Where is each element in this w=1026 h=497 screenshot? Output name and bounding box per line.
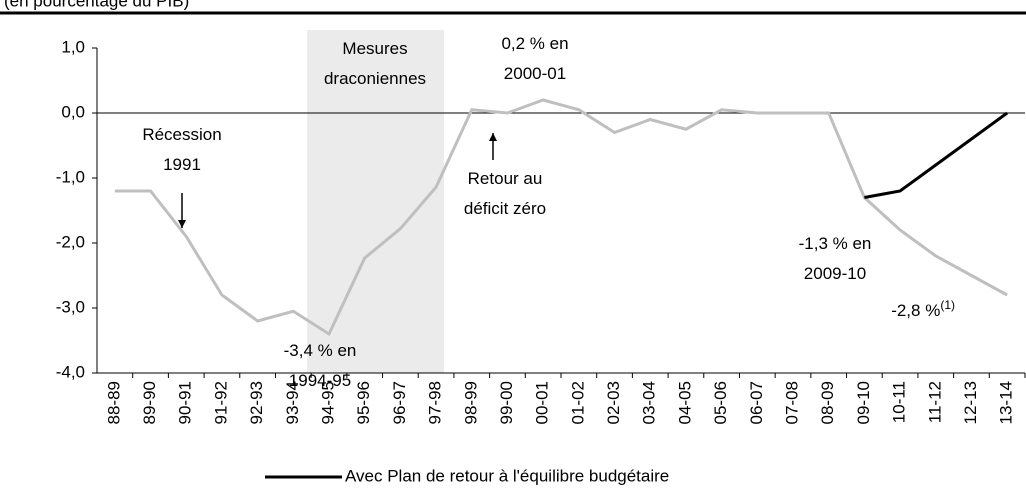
x-tick-label: 04-05 — [675, 381, 694, 424]
x-tick-label: 05-06 — [711, 381, 730, 424]
annotation: Retour au — [468, 169, 543, 188]
x-tick-label: 06-07 — [747, 381, 766, 424]
annotation: draconiennes — [324, 69, 426, 88]
annotation: -3,4 % en — [284, 341, 357, 360]
arrow-head — [489, 133, 497, 141]
x-tick-label: 03-04 — [640, 381, 659, 424]
y-tick-label: -4,0 — [56, 362, 85, 381]
annotation-text: 0,2 % en — [501, 34, 568, 53]
annotation-text: Récession — [142, 125, 221, 144]
annotation-text: 2009-10 — [804, 264, 866, 283]
x-tick-label: 12-13 — [961, 381, 980, 424]
annotation-note: (1) — [940, 298, 955, 312]
annotation: 1994-95 — [289, 371, 351, 390]
x-tick-label: 89-90 — [140, 381, 159, 424]
x-tick-label: 07-08 — [782, 381, 801, 424]
x-tick-label: 01-02 — [568, 381, 587, 424]
x-tick-label: 90-91 — [176, 381, 195, 424]
annotation-text: draconiennes — [324, 69, 426, 88]
x-tick-label: 11-12 — [925, 381, 944, 423]
chart-subtitle: (en pourcentage du PIB) — [4, 0, 189, 10]
y-tick-label: -1,0 — [56, 167, 85, 186]
annotation: -1,3 % en — [799, 234, 872, 253]
annotation: 2000-01 — [504, 64, 566, 83]
x-tick-label: 97-98 — [426, 381, 445, 424]
annotation-text: -3,4 % en — [284, 341, 357, 360]
annotation: Récession — [142, 125, 221, 144]
x-tick-label: 09-10 — [854, 381, 873, 424]
x-tick-label: 02-03 — [604, 381, 623, 424]
x-tick-label: 96-97 — [390, 381, 409, 424]
annotation-text: Retour au — [468, 169, 543, 188]
series-line — [864, 111, 1009, 199]
series-line — [114, 98, 1008, 337]
annotation: 1991 — [163, 155, 201, 174]
x-tick-label: 10-11 — [890, 381, 909, 423]
shaded-period — [307, 30, 444, 373]
x-tick-label: 99-00 — [497, 381, 516, 424]
arrow-head — [178, 220, 186, 228]
y-tick-label: -2,0 — [56, 232, 85, 251]
y-tick-label: 1,0 — [61, 37, 85, 56]
x-tick-label: 88-89 — [104, 381, 123, 424]
annotation: -2,8 %(1) — [891, 298, 955, 320]
annotation: 0,2 % en — [501, 34, 568, 53]
annotation: déficit zéro — [464, 199, 546, 218]
legend-label: Avec Plan de retour à l'équilibre budgét… — [345, 466, 669, 485]
annotation-text: -2,8 % — [891, 301, 940, 320]
x-tick-label: 13-14 — [997, 381, 1016, 424]
annotation: Mesures — [342, 39, 407, 58]
annotation-text: déficit zéro — [464, 199, 546, 218]
annotation-text: 1994-95 — [289, 371, 351, 390]
x-tick-label: 94-95 — [318, 381, 337, 424]
annotation-text: 1991 — [163, 155, 201, 174]
x-tick-label: 00-01 — [533, 381, 552, 424]
x-tick-label: 98-99 — [461, 381, 480, 424]
y-tick-label: 0,0 — [61, 102, 85, 121]
x-tick-label: 92-93 — [247, 381, 266, 424]
y-tick-label: -3,0 — [56, 297, 85, 316]
x-tick-label: 08-09 — [818, 381, 837, 424]
x-tick-label: 95-96 — [354, 381, 373, 424]
x-tick-label: 93-94 — [283, 381, 302, 424]
x-tick-label: 91-92 — [211, 381, 230, 424]
annotation-text: Mesures — [342, 39, 407, 58]
annotation: 2009-10 — [804, 264, 866, 283]
annotation-text: -1,3 % en — [799, 234, 872, 253]
annotation-text: 2000-01 — [504, 64, 566, 83]
